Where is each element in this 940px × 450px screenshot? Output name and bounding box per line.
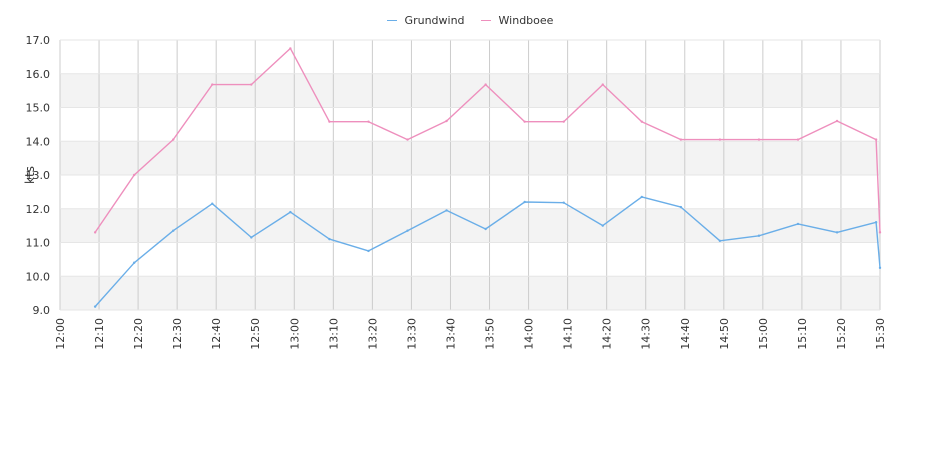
data-point-windboee[interactable] [484, 83, 487, 86]
x-tick-label: 12:00 [54, 318, 67, 350]
x-tick-label: 12:20 [132, 318, 145, 350]
x-tick-label: 14:30 [640, 318, 653, 350]
data-point-windboee[interactable] [289, 47, 292, 50]
data-point-windboee[interactable] [835, 119, 839, 123]
data-point-windboee[interactable] [132, 173, 136, 177]
data-point-grundwind[interactable] [562, 201, 565, 204]
data-point-windboee[interactable] [562, 120, 565, 123]
series-line-windboee[interactable] [94, 47, 881, 233]
y-tick-label: 17.0 [26, 34, 51, 47]
x-axis: 12:00 12:10 12:20 12:30 12:40 12:50 13:00 13:10… [54, 318, 887, 350]
data-point-grundwind[interactable] [93, 305, 97, 308]
x-tick-label: 13:00 [288, 318, 301, 350]
data-point-windboee[interactable] [796, 138, 800, 141]
y-tick-label: 9.0 [33, 304, 51, 317]
data-point-grundwind[interactable] [406, 229, 409, 232]
x-tick-label: 15:00 [757, 318, 770, 350]
data-point-windboee[interactable] [679, 138, 683, 141]
data-point-grundwind[interactable] [601, 224, 604, 227]
data-point-windboee[interactable] [640, 120, 644, 123]
x-tick-label: 13:50 [484, 318, 497, 350]
data-point-windboee[interactable] [367, 120, 370, 123]
data-point-windboee[interactable] [172, 138, 175, 141]
x-tick-label: 12:10 [93, 318, 106, 350]
data-point-grundwind[interactable] [328, 237, 331, 241]
data-point-grundwind[interactable] [172, 229, 175, 232]
y-tick-label: 12.0 [26, 203, 51, 216]
background-band [60, 208, 880, 243]
data-point-grundwind[interactable] [523, 200, 526, 204]
data-point-windboee[interactable] [878, 231, 882, 234]
legend-label-grundwind: Grundwind [404, 14, 465, 27]
background-bands [60, 73, 880, 310]
data-point-windboee[interactable] [211, 83, 214, 86]
y-tick-label: 10.0 [26, 270, 51, 283]
data-point-grundwind[interactable] [367, 249, 370, 253]
y-axis-label: kts [23, 166, 37, 184]
data-point-grundwind[interactable] [757, 234, 761, 237]
legend-swatch-grundwind [386, 20, 397, 21]
y-tick-label: 13.0 [26, 169, 51, 182]
background-band [60, 141, 880, 175]
x-tick-label: 14:50 [718, 318, 731, 350]
data-point-grundwind[interactable] [718, 239, 722, 243]
data-point-grundwind[interactable] [640, 195, 644, 199]
data-point-grundwind[interactable] [484, 227, 487, 231]
y-tick-label: 15.0 [26, 102, 51, 115]
x-tick-label: 15:10 [796, 318, 809, 350]
background-band [60, 73, 880, 108]
x-tick-label: 14:20 [601, 318, 614, 350]
x-tick-label: 12:50 [249, 318, 262, 350]
data-point-windboee[interactable] [601, 83, 604, 86]
data-point-windboee[interactable] [328, 120, 331, 123]
data-point-grundwind[interactable] [878, 266, 882, 270]
data-point-windboee[interactable] [718, 138, 722, 141]
background-band [60, 276, 880, 310]
data-point-grundwind[interactable] [835, 231, 839, 234]
data-point-grundwind[interactable] [132, 261, 136, 264]
x-tick-label: 12:30 [171, 318, 184, 350]
data-point-grundwind[interactable] [874, 221, 878, 224]
data-point-windboee[interactable] [523, 120, 526, 123]
x-tick-label: 14:10 [562, 318, 575, 350]
series-line-grundwind[interactable] [94, 196, 881, 308]
x-tick-label: 15:30 [874, 318, 887, 350]
y-axis: 9.0 10.0 11.0 12.0 13.0 14.0 15.0 16.0 17.0 [26, 34, 880, 317]
legend-item-windboee[interactable]: Windboee [480, 14, 554, 27]
data-point-windboee[interactable] [250, 83, 253, 86]
y-tick-label: 16.0 [26, 68, 51, 81]
data-point-windboee[interactable] [93, 231, 97, 234]
data-point-grundwind[interactable] [250, 236, 253, 239]
x-tick-label: 13:40 [444, 318, 457, 350]
data-point-grundwind[interactable] [445, 209, 448, 212]
data-point-windboee[interactable] [874, 138, 878, 141]
data-point-grundwind[interactable] [679, 205, 683, 209]
data-point-grundwind[interactable] [211, 202, 214, 205]
data-point-grundwind[interactable] [289, 210, 292, 214]
legend-swatch-windboee [480, 20, 491, 21]
x-tick-label: 13:20 [366, 318, 379, 350]
legend: Grundwind Windboee [0, 14, 940, 27]
data-point-windboee[interactable] [445, 119, 448, 123]
legend-item-grundwind[interactable]: Grundwind [386, 14, 465, 27]
data-point-windboee[interactable] [757, 138, 761, 141]
x-tick-label: 14:40 [679, 318, 692, 350]
x-tick-label: 12:40 [210, 318, 223, 350]
x-tick-label: 13:10 [327, 318, 340, 350]
x-tick-label: 15:20 [835, 318, 848, 350]
data-point-windboee[interactable] [406, 138, 409, 141]
x-tick-label: 14:00 [523, 318, 536, 350]
legend-label-windboee: Windboee [498, 14, 554, 27]
series-lines [93, 47, 882, 308]
y-tick-label: 11.0 [26, 237, 51, 250]
y-tick-label: 14.0 [26, 135, 51, 148]
data-point-grundwind[interactable] [796, 222, 800, 226]
x-tick-label: 13:30 [405, 318, 418, 350]
